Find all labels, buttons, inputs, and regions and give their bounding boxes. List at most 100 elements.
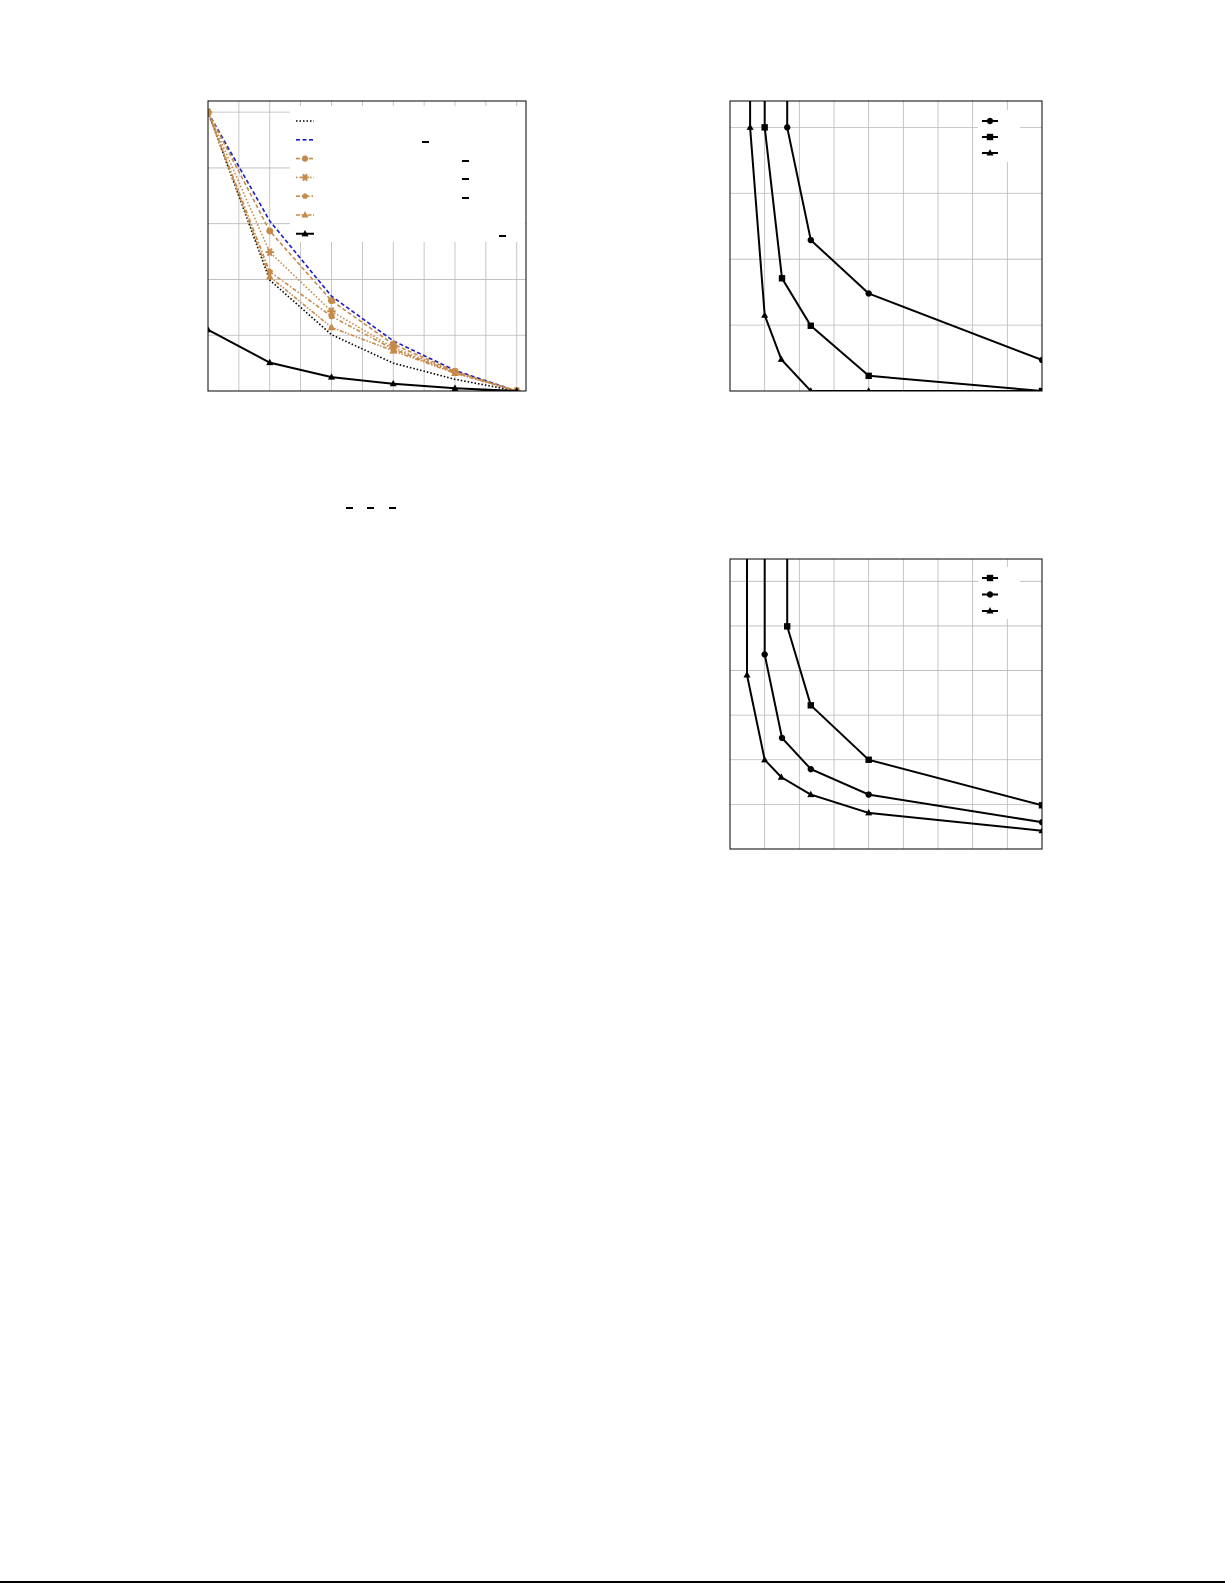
triangle-marker	[389, 379, 397, 387]
triangle-marker	[1039, 387, 1042, 391]
square-marker	[807, 702, 814, 709]
series-line	[208, 111, 517, 391]
subscript-mark	[462, 178, 469, 180]
circle-marker	[784, 124, 791, 131]
square-marker	[807, 322, 814, 329]
series-line	[208, 111, 517, 391]
triangle-marker	[389, 346, 398, 354]
chart-2	[729, 100, 1043, 392]
legend-entry	[296, 155, 314, 162]
square-marker	[986, 133, 994, 141]
series-1	[784, 101, 1042, 364]
square-marker	[1038, 802, 1042, 809]
legend	[290, 106, 525, 242]
subscript-mark	[346, 507, 353, 509]
circle-marker	[1038, 356, 1042, 364]
series-line	[208, 111, 517, 391]
series-7	[208, 325, 519, 391]
plot-frame	[729, 558, 1043, 850]
series-3	[746, 101, 1042, 391]
legend-entry	[982, 607, 998, 614]
triangle-marker	[986, 607, 994, 614]
legend-entry	[982, 591, 998, 598]
triangle-marker	[208, 107, 212, 115]
series-1	[208, 111, 517, 391]
triangle-marker	[301, 211, 309, 218]
chart-3	[729, 558, 1043, 850]
series-3	[743, 559, 1042, 834]
subscript-mark	[462, 197, 469, 199]
series-line	[208, 111, 517, 391]
triangle-marker	[808, 387, 813, 391]
plot-frame	[729, 100, 1043, 392]
pentagon-marker	[266, 268, 274, 275]
triangle-marker	[266, 358, 274, 366]
chart-1	[207, 100, 527, 392]
asterisk-marker	[328, 307, 335, 316]
circle-marker	[865, 290, 872, 297]
series-line	[786, 101, 1042, 361]
series-6	[208, 107, 520, 391]
series-2	[208, 111, 517, 391]
circle-marker	[266, 227, 274, 235]
triangle-marker	[1038, 826, 1042, 834]
subscript-mark	[367, 507, 374, 509]
series-2	[761, 101, 1042, 391]
pentagon-marker	[328, 312, 335, 320]
legend-entry	[296, 173, 314, 182]
triangle-marker	[865, 809, 873, 816]
plot-area	[746, 101, 1042, 391]
triangle-marker	[866, 387, 871, 391]
triangle-marker	[514, 387, 519, 391]
square-marker	[986, 574, 994, 582]
circle-marker	[301, 155, 309, 162]
square-marker	[761, 124, 768, 131]
series-1	[784, 559, 1042, 809]
subscript-mark	[422, 141, 429, 143]
circle-marker	[327, 297, 335, 305]
legend-background	[290, 106, 525, 242]
series-2	[761, 559, 1042, 826]
circle-marker	[865, 791, 872, 798]
page-footer-rule	[0, 1581, 1225, 1583]
plot-area	[208, 107, 521, 391]
series-line	[208, 328, 517, 391]
triangle-marker	[761, 755, 769, 763]
legend	[978, 567, 1020, 619]
subscript-mark	[462, 160, 469, 162]
triangle-marker	[451, 384, 459, 391]
series-line	[208, 111, 517, 391]
square-marker	[778, 275, 786, 282]
legend-entry	[982, 574, 998, 582]
subscript-mark	[389, 507, 396, 509]
plot-area	[743, 559, 1042, 834]
triangle-marker	[208, 325, 212, 333]
square-marker	[865, 756, 872, 763]
circle-marker	[1038, 819, 1042, 826]
square-marker	[1038, 387, 1042, 391]
legend-entry	[296, 193, 314, 199]
circle-marker	[807, 765, 814, 773]
legend	[978, 110, 1020, 162]
legend-entry	[982, 133, 998, 141]
triangle-marker	[761, 311, 769, 318]
triangle-marker	[743, 671, 751, 678]
legend-entry	[296, 229, 314, 237]
circle-marker	[986, 117, 994, 125]
square-marker	[784, 623, 791, 630]
series-line	[763, 101, 1042, 391]
triangle-marker	[265, 272, 274, 280]
circle-marker	[778, 734, 786, 742]
series-line	[763, 559, 1042, 824]
triangle-marker	[746, 123, 754, 130]
pentagon-marker	[302, 193, 308, 199]
asterisk-marker	[266, 247, 273, 257]
circle-marker	[807, 236, 814, 244]
triangle-marker	[777, 773, 785, 780]
plot-frame	[207, 100, 527, 392]
legend-entry	[982, 149, 998, 156]
circle-marker	[986, 591, 994, 598]
asterisk-marker	[302, 173, 308, 182]
triangle-marker	[327, 373, 336, 380]
